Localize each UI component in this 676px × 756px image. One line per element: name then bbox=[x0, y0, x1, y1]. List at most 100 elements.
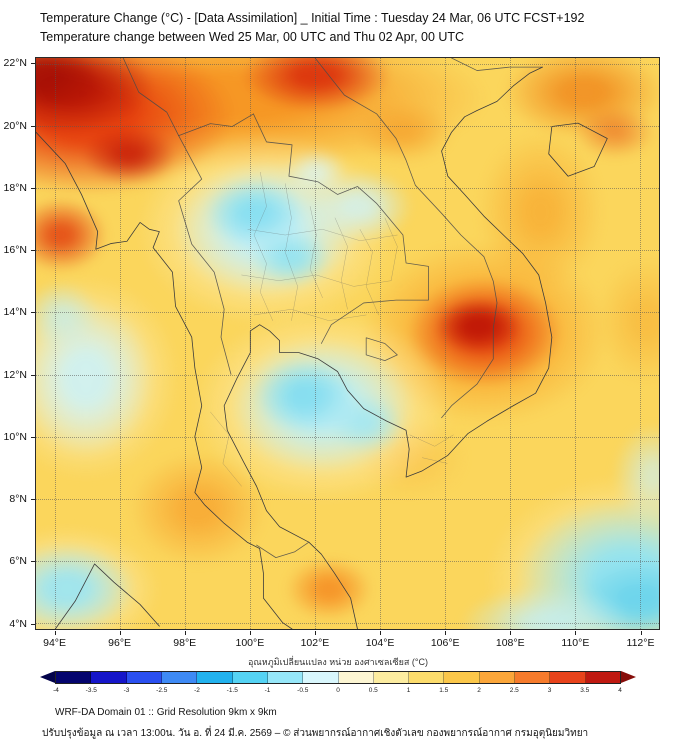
gridline-horizontal bbox=[36, 436, 659, 438]
colorbar-tick-label: -1 bbox=[264, 687, 271, 694]
coastline-west bbox=[36, 132, 292, 629]
gridline-horizontal bbox=[36, 498, 659, 500]
temperature-map bbox=[35, 57, 660, 630]
latitude-label: 22°N bbox=[3, 57, 27, 70]
gridline-vertical bbox=[315, 58, 317, 629]
gridline-vertical bbox=[185, 58, 187, 629]
colorbar-segment bbox=[232, 672, 268, 683]
latitude-axis: 22°N 20°N 18°N 16°N 14°N 12°N 10°N 8°N 6°N 4°N bbox=[0, 57, 35, 630]
colorbar-tick-label: 3 bbox=[547, 687, 552, 694]
temperature-blob bbox=[285, 557, 373, 621]
latitude-label: 6°N bbox=[9, 555, 27, 568]
colorbar-segment bbox=[585, 672, 620, 683]
temperature-blob bbox=[36, 58, 99, 110]
sumatra-coast bbox=[55, 564, 159, 629]
colorbar-tick-label: -3.5 bbox=[85, 687, 97, 694]
colorbar-tick-label: 1 bbox=[406, 687, 411, 694]
longitude-label: 104°E bbox=[365, 637, 395, 649]
temperature-blob bbox=[596, 257, 659, 384]
gridline-vertical bbox=[120, 58, 122, 629]
gridline-vertical bbox=[55, 58, 57, 629]
latitude-tick bbox=[31, 374, 35, 376]
page-title: Temperature Change (°C) - [Data Assimila… bbox=[40, 11, 585, 25]
page-subtitle: Temperature change between Wed 25 Mar, 0… bbox=[40, 30, 465, 44]
temperature-blob bbox=[36, 280, 99, 350]
colorbar-segment bbox=[409, 672, 445, 683]
latitude-label: 4°N bbox=[9, 617, 27, 630]
latitude-label: 16°N bbox=[3, 244, 27, 257]
province-lines bbox=[210, 172, 453, 486]
latitude-tick bbox=[31, 623, 35, 625]
hainan-island bbox=[549, 123, 608, 176]
footer-update-info: ปรับปรุงข้อมูล ณ เวลา 13:00น. วัน อ. ที่… bbox=[42, 728, 589, 739]
longitude-tick bbox=[184, 631, 186, 635]
colorbar-segment bbox=[550, 672, 586, 683]
latitude-label: 12°N bbox=[3, 368, 27, 381]
colorbar-segment bbox=[479, 672, 516, 683]
gridline-horizontal bbox=[36, 374, 659, 376]
gridline-vertical bbox=[639, 58, 641, 629]
gridline-horizontal bbox=[36, 250, 659, 252]
temperature-blob bbox=[36, 197, 108, 273]
gridline-horizontal bbox=[36, 312, 659, 314]
temperature-blob bbox=[612, 423, 659, 527]
longitude-label: 94°E bbox=[43, 637, 67, 649]
border-thailand-myanmar bbox=[179, 136, 231, 375]
longitude-tick bbox=[380, 631, 382, 635]
coastline-east bbox=[224, 67, 552, 629]
latitude-label: 18°N bbox=[3, 181, 27, 194]
longitude-tick bbox=[119, 631, 121, 635]
border-north-thailand bbox=[179, 114, 254, 136]
colorbar-segment bbox=[56, 672, 92, 683]
colorbar-tick-label: 1.5 bbox=[439, 687, 449, 694]
longitude-tick bbox=[314, 631, 316, 635]
latitude-tick bbox=[31, 187, 35, 189]
colorbar-segment bbox=[444, 672, 480, 683]
colorbar-tick-label: 2.5 bbox=[509, 687, 519, 694]
longitude-label: 106°E bbox=[430, 637, 460, 649]
longitude-label: 102°E bbox=[300, 637, 330, 649]
coastline-layer bbox=[36, 58, 659, 629]
colorbar bbox=[40, 671, 636, 684]
longitude-label: 112°E bbox=[626, 637, 655, 649]
longitude-label: 108°E bbox=[495, 637, 525, 649]
longitude-tick bbox=[575, 631, 577, 635]
border-laos-vietnam bbox=[315, 58, 497, 418]
gridline-horizontal bbox=[36, 64, 659, 66]
border-malaysia bbox=[257, 542, 309, 557]
colorbar-segment bbox=[197, 672, 233, 683]
colorbar-tick-label: -1.5 bbox=[226, 687, 238, 694]
colorbar-tick-label: -4 bbox=[53, 687, 59, 694]
temperature-blob bbox=[285, 149, 348, 196]
colorbar-tick-label: 3.5 bbox=[580, 687, 590, 694]
longitude-tick bbox=[510, 631, 512, 635]
latitude-tick bbox=[31, 561, 35, 563]
tonle-sap-lake bbox=[366, 338, 397, 361]
colorbar-segment bbox=[515, 672, 551, 683]
longitude-label: 100°E bbox=[235, 637, 265, 649]
border-china bbox=[452, 58, 543, 71]
longitude-label: 110°E bbox=[561, 637, 590, 649]
header: Temperature Change (°C) - [Data Assimila… bbox=[40, 9, 584, 47]
temperature-field-layer bbox=[36, 58, 659, 629]
colorbar-left-arrow bbox=[40, 671, 55, 683]
colorbar-right-arrow bbox=[621, 671, 636, 683]
longitude-tick bbox=[640, 631, 642, 635]
border-mekong-laos-cambodia bbox=[253, 114, 428, 344]
temperature-blob bbox=[459, 586, 635, 629]
latitude-label: 8°N bbox=[9, 493, 27, 506]
colorbar-ticks: -4 -3.5 -3 -2.5 -2 -1.5 -1 -0.5 0 0.5 1 1.5 2 2.5 3 3.5… bbox=[53, 687, 622, 697]
colorbar-title: อุณหภูมิเปลี่ยนแปลง หน่วย องศาเซลเซียส (… bbox=[248, 657, 428, 667]
gridline-horizontal bbox=[36, 560, 659, 562]
colorbar-segment bbox=[267, 672, 304, 683]
colorbar-segment bbox=[338, 672, 374, 683]
colorbar-tick-label: 2 bbox=[477, 687, 481, 694]
colorbar-tick-label: -2 bbox=[194, 687, 200, 694]
colorbar-tick-label: -3 bbox=[123, 687, 130, 694]
colorbar-segment bbox=[373, 672, 410, 683]
colorbar-segment bbox=[126, 672, 162, 683]
colorbar-tick-label: -0.5 bbox=[297, 687, 309, 694]
border-shan-state bbox=[123, 58, 178, 136]
latitude-tick bbox=[31, 63, 35, 65]
